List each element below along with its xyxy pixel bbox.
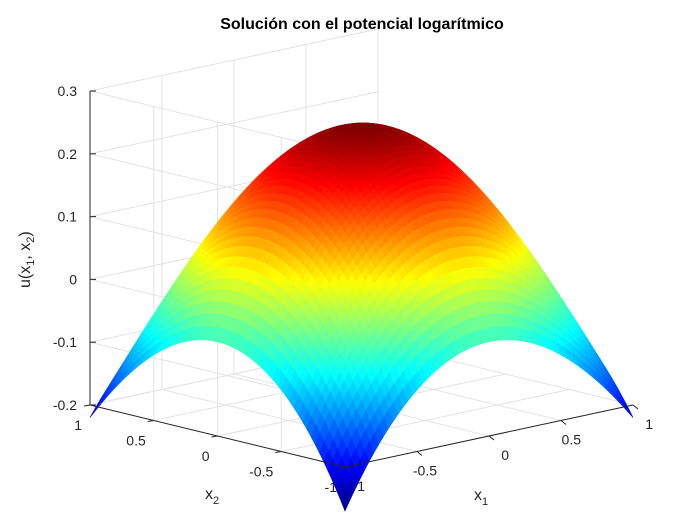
u-tick-label: 0.1 [58,209,78,225]
u-tick-label: -0.2 [53,397,77,413]
x2-axis-label-base: x [205,486,213,503]
tick-marks [83,90,639,472]
x2-tick-mark [338,466,346,469]
x2-tick-mark [147,420,154,422]
u-tick-label: 0.3 [58,83,78,99]
u-axis-label: u(x1, x2) [17,231,37,288]
x1-tick-label: 1 [645,416,653,432]
x2-tick-label: 0.5 [126,433,146,449]
u-tick-label: 0 [69,271,77,287]
x2-tick-mark [83,404,91,407]
chart-title: Solución con el potencial logarítmico [220,16,504,33]
surface-patch [340,488,351,512]
x1-tick-label: 0.5 [562,432,582,448]
grid-wall-right-u [89,91,379,155]
x2-tick-label: 0 [202,448,210,464]
x1-tick-label: -0.5 [413,463,437,479]
x2-axis-label: x2 [205,486,219,507]
x1-tick-label: 0 [501,447,509,463]
u-axis-label-sub2: 2 [25,237,37,243]
u-axis-label-sub1: 1 [25,260,37,266]
u-axis-label-mid: , x [17,243,34,260]
x2-tick-label: 1 [74,417,82,433]
x1-tick-mark [488,435,495,441]
x2-tick-label: -0.5 [249,464,273,480]
x1-tick-mark [416,451,423,456]
x2-axis-label-subscript: 2 [213,495,219,507]
x1-axis-label: x1 [474,487,488,508]
grid-wall-right-u [89,28,379,92]
x1-tick-mark [344,466,351,472]
tick-labels: -1 -0.5 0 0.5 1 -1 -0.5 0 0.5 1 -0.2 -0.1 0 0.1 0.2 0.3 [53,83,653,495]
x1-axis-label-subscript: 1 [482,496,488,508]
u-tick-label: -0.1 [53,334,77,350]
surface-plot [89,122,634,512]
u-axis-label-post: ) [17,231,34,236]
x2-tick-label: -1 [325,479,338,495]
x1-tick-mark [560,420,567,425]
x1-tick-mark [632,404,639,410]
x1-tick-label: -1 [353,478,366,494]
u-tick-label: 0.2 [58,146,78,162]
u-axis-label-pre: u(x [17,266,34,288]
x2-tick-mark [211,435,218,438]
x1-axis-label-base: x [474,487,482,504]
x2-tick-mark [275,451,282,453]
